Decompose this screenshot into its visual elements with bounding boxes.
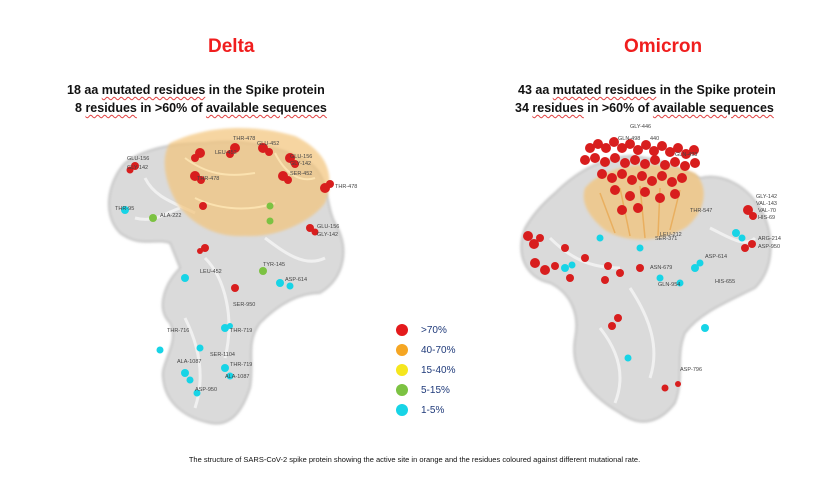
svg-text:ASP-614: ASP-614 [705,254,727,260]
legend-swatch [396,404,408,416]
legend-label: 5-15% [421,384,450,396]
svg-text:LEU-452: LEU-452 [215,150,237,156]
delta-title: Delta [208,36,255,57]
svg-text:VAL-70: VAL-70 [758,208,776,214]
svg-text:ASP-950: ASP-950 [758,244,780,250]
svg-text:HIS-69: HIS-69 [758,215,775,221]
svg-text:GLU-452: GLU-452 [257,141,279,147]
legend-label: 40-70% [421,344,456,356]
legend-item: 40-70% [396,340,486,360]
svg-text:THR-716: THR-716 [167,328,189,334]
svg-text:SER-371: SER-371 [655,236,677,242]
svg-text:SER-1104: SER-1104 [210,352,235,358]
legend-item: 1-5% [396,400,486,420]
svg-text:HIS-655: HIS-655 [715,279,735,285]
omicron-title: Omicron [624,36,703,57]
svg-text:ALA-222: ALA-222 [160,213,181,219]
svg-text:GLY-142: GLY-142 [756,194,777,200]
legend-item: 5-15% [396,380,486,400]
svg-text:LEU-212: LEU-212 [660,232,682,238]
legend-swatch [396,384,408,396]
svg-text:GLY-142: GLY-142 [290,161,311,167]
svg-text:GLY-142: GLY-142 [317,232,338,238]
svg-text:SER-950: SER-950 [233,302,255,308]
legend-label: 1-5% [421,404,445,416]
svg-text:THR-478: THR-478 [335,184,357,190]
legend-label: >70% [421,324,447,336]
legend-swatch [396,324,408,336]
svg-text:GLN-493: GLN-493 [675,152,697,158]
omicron-spike-structure: GLY-446 GLN-498 440 GLN-493 THR-547 GLY-142… [520,124,781,423]
svg-text:GLY-142: GLY-142 [127,165,148,171]
svg-text:GLN-954: GLN-954 [658,282,680,288]
delta-subtitle-line1: 18 aa mutated residues in the Spike prot… [67,83,325,97]
svg-text:GLU-156: GLU-156 [127,156,149,162]
svg-text:THR-547: THR-547 [690,208,712,214]
svg-text:ASN-679: ASN-679 [650,265,672,271]
omicron-subtitle-line2: 34 residues in >60% of available sequenc… [515,101,774,115]
svg-text:ASP-796: ASP-796 [680,367,702,373]
svg-text:THR-478: THR-478 [233,136,255,142]
svg-text:THR-478: THR-478 [197,176,219,182]
svg-text:440: 440 [650,136,659,142]
svg-text:TYR-145: TYR-145 [263,262,285,268]
figure-caption: The structure of SARS-CoV-2 spike protei… [188,455,641,464]
svg-text:THR-719: THR-719 [230,328,252,334]
svg-text:THR-719: THR-719 [230,362,252,368]
svg-text:THR-95: THR-95 [115,206,134,212]
delta-subtitle-line2: 8 residues in >60% of available sequence… [75,101,327,115]
omicron-subtitle-line1: 43 aa mutated residues in the Spike prot… [518,83,776,97]
legend-item: >70% [396,320,486,340]
legend-swatch [396,344,408,356]
svg-text:GLU-156: GLU-156 [290,154,312,160]
svg-text:GLU-156: GLU-156 [317,224,339,230]
svg-text:ASP-614: ASP-614 [285,277,307,283]
svg-text:ASP-950: ASP-950 [195,387,217,393]
legend-swatch [396,364,408,376]
svg-text:GLN-498: GLN-498 [618,136,640,142]
svg-text:GLY-446: GLY-446 [630,124,651,130]
svg-text:ALA-1087: ALA-1087 [225,374,249,380]
svg-text:VAL-143: VAL-143 [756,201,777,207]
svg-text:SER-452: SER-452 [290,171,312,177]
mutation-rate-legend: >70% 40-70% 15-40% 5-15% 1-5% [396,320,486,420]
legend-item: 15-40% [396,360,486,380]
legend-label: 15-40% [421,364,456,376]
svg-text:ARG-214: ARG-214 [758,236,781,242]
svg-text:ALA-1087: ALA-1087 [177,359,201,365]
svg-text:LEU-452: LEU-452 [200,269,222,275]
